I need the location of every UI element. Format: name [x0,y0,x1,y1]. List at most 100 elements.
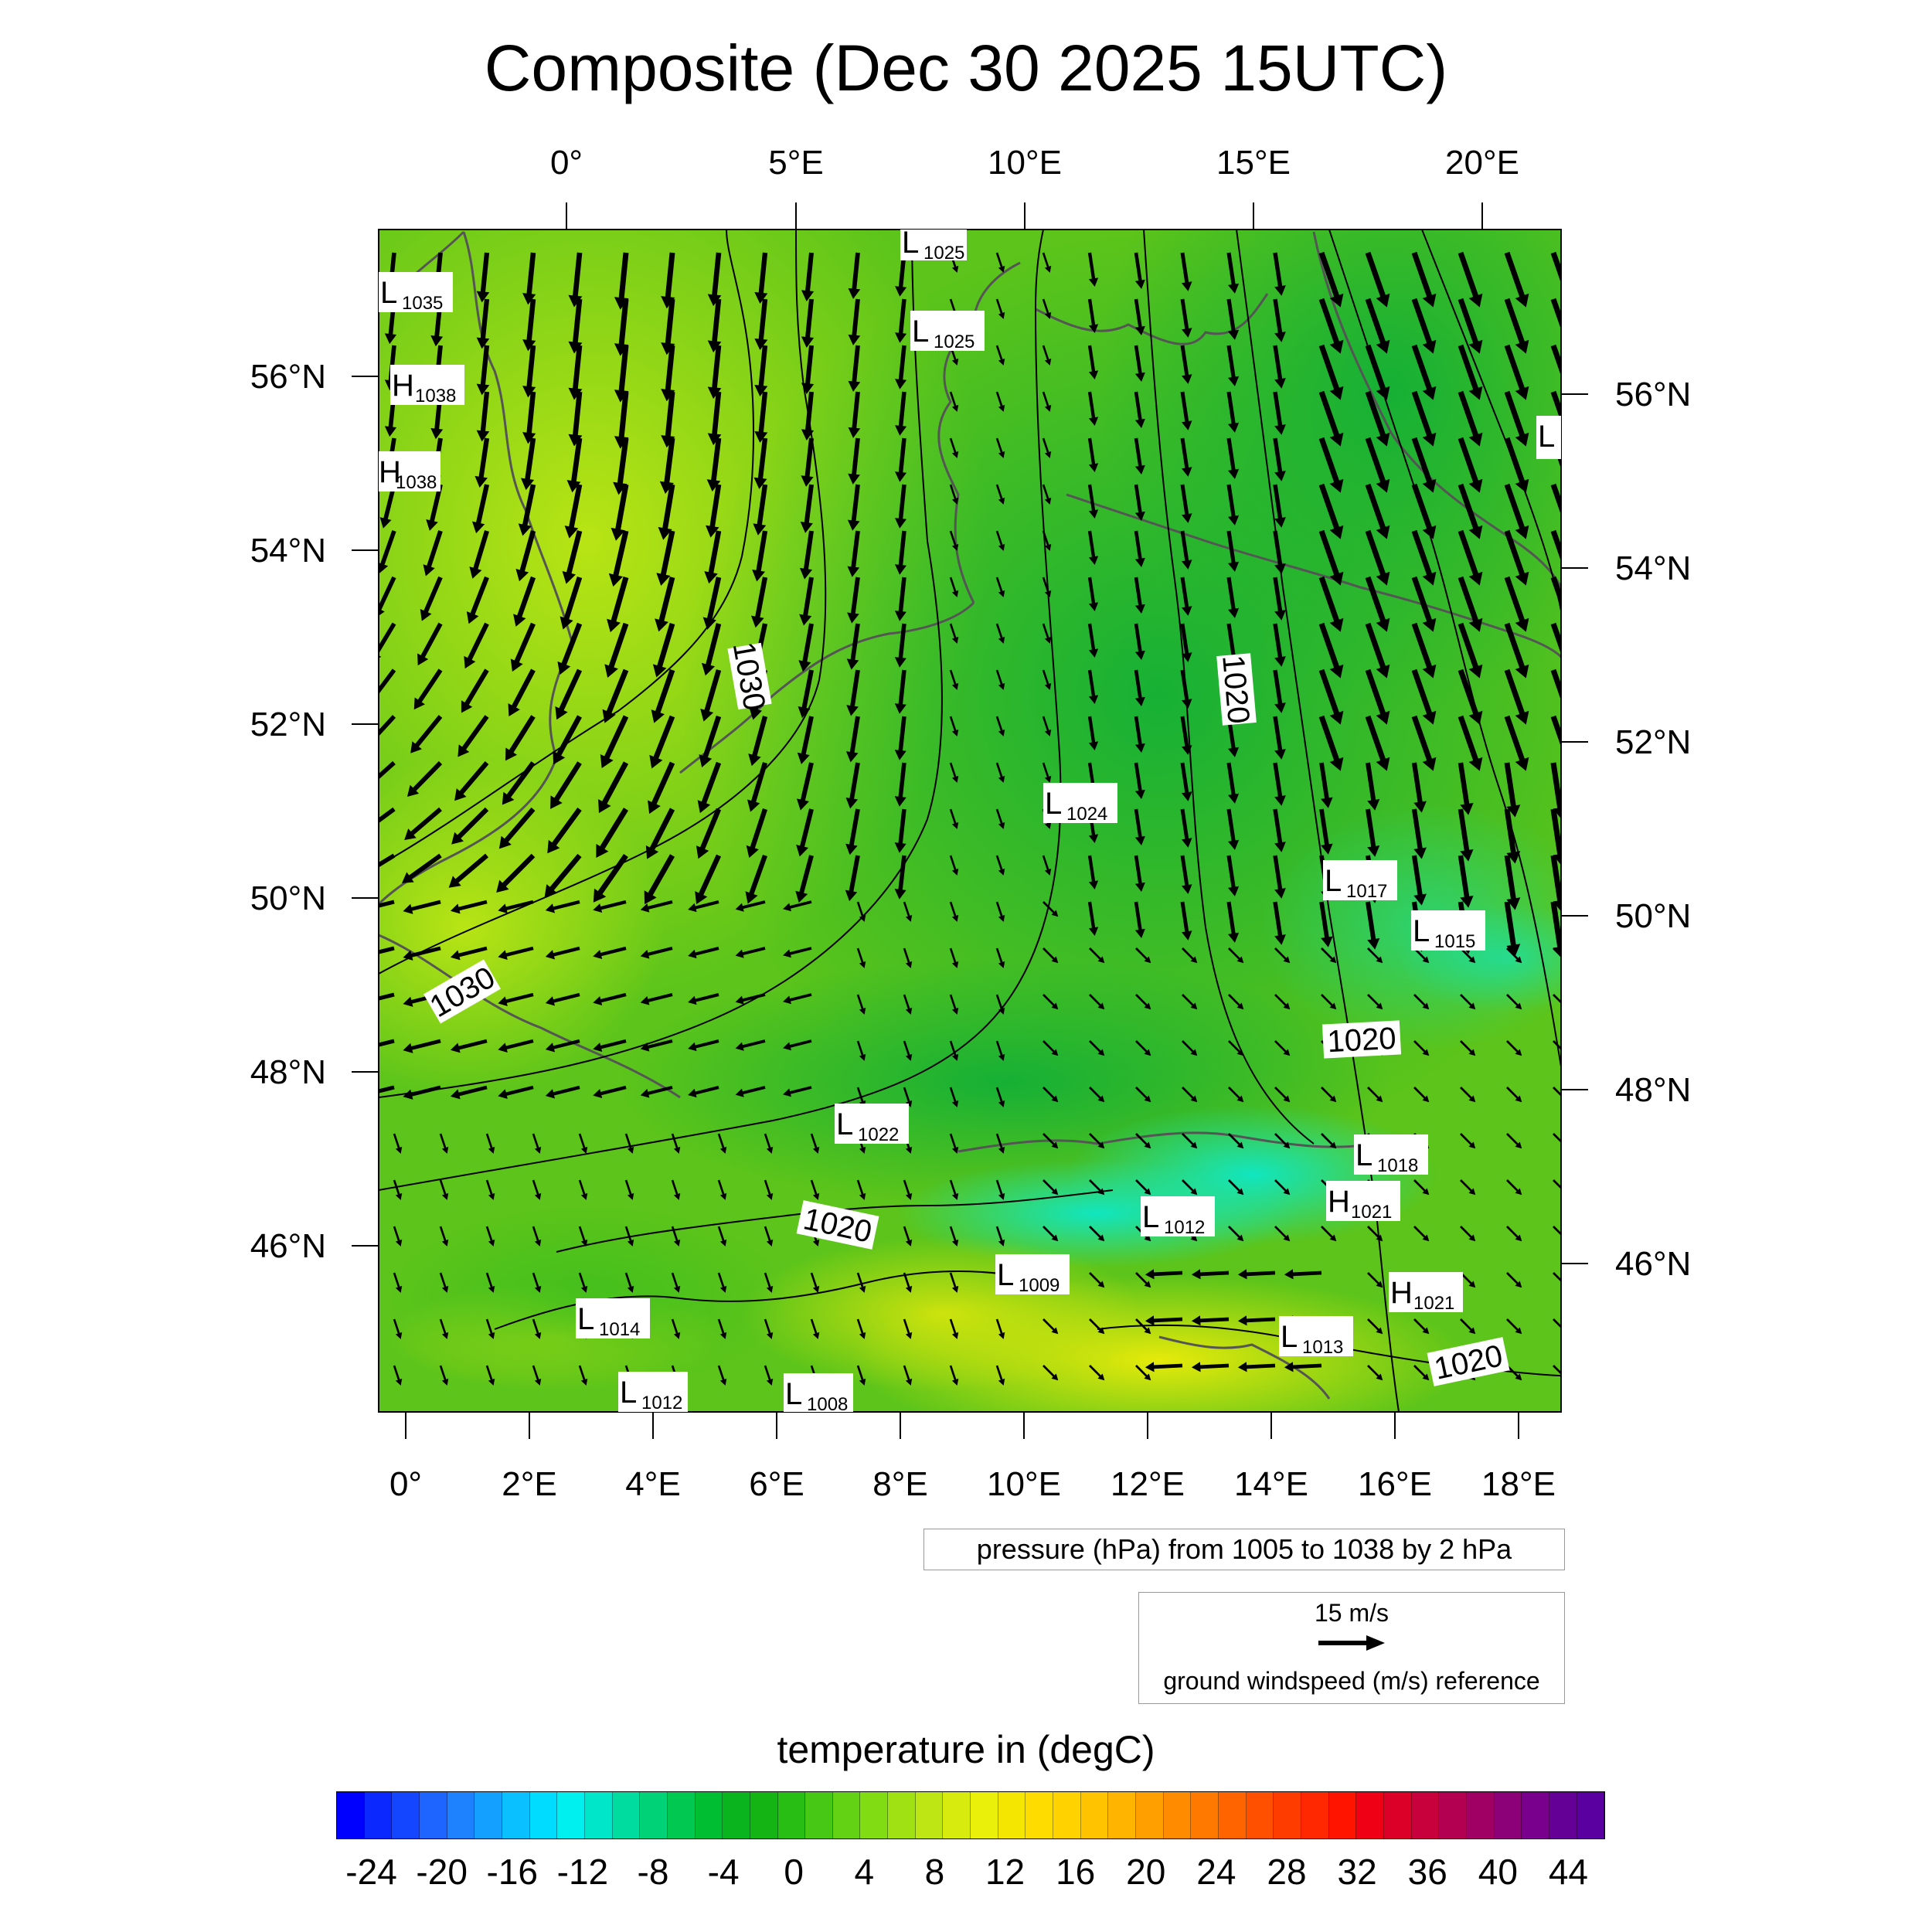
wind-vector-shaft [649,761,675,810]
wind-vector-head [627,1239,634,1247]
wind-vector-shaft [578,1133,586,1148]
wind-vector-head [1088,834,1099,844]
pressure-center-low: L [1536,416,1561,459]
wind-vector-shaft [485,1133,493,1148]
wind-vector-head [580,1239,588,1247]
wind-vector-shaft [1087,298,1096,328]
wind-vector-head [450,1043,461,1053]
colorbar-swatch [750,1792,778,1838]
wind-vector-head [1283,1188,1291,1196]
wind-vector-head [1329,571,1344,586]
wind-vector-head [403,1043,413,1053]
svg-text:L: L [380,276,397,310]
wind-vector-shaft [1182,1040,1194,1053]
wind-vector-head [998,404,1005,412]
wind-vector-shaft [1087,437,1096,467]
wind-vector-head [859,1146,866,1154]
wind-vector-head [1515,1373,1522,1381]
wind-vector-shaft [1135,947,1148,960]
wind-vector-head [1506,897,1521,910]
wind-vector-shaft [471,530,489,574]
colorbar-swatch [832,1792,861,1838]
svg-text:H: H [1328,1185,1350,1219]
svg-text:L: L [997,1258,1014,1292]
wind-vector-head [1376,1095,1383,1103]
wind-vector-shaft [903,947,910,963]
wind-vector-head [719,1285,727,1293]
wind-vector-shaft [701,715,722,763]
wind-vector-head [1321,797,1333,808]
wind-vector-head [355,997,366,1007]
wind-vector-shaft [764,1272,771,1287]
pressure-center-high: H 1021 [1326,1181,1400,1223]
wind-vector-head [998,868,1005,876]
wind-vector-shaft [1411,344,1434,396]
wind-vector-head [1422,956,1430,964]
wind-vector-head [951,265,959,273]
netherlands-coast [679,601,975,774]
wind-vector-shaft [1180,345,1189,379]
wind-vector-head [607,618,621,633]
wind-vector-head [719,1378,727,1386]
wind-vector-shaft [624,1179,632,1195]
wind-vector-shaft [1042,437,1049,453]
wind-vector-shaft [1413,994,1426,1006]
colorbar-tick-label: -24 [345,1852,397,1892]
wind-vector-head [1367,845,1380,857]
svg-text:1021: 1021 [1413,1293,1454,1314]
colorbar-swatch [1080,1792,1109,1838]
wind-vector-head [1376,1002,1383,1010]
svg-text:1012: 1012 [1164,1217,1205,1238]
wind-vector-shaft [804,484,814,528]
wind-vector-head [469,566,482,579]
wind-vector-shaft [565,530,583,579]
wind-vector-head [1051,1234,1059,1242]
wind-vector-head [699,754,713,767]
wind-vector-head [502,791,515,805]
wind-vector-head [1274,842,1286,852]
svg-text:1035: 1035 [402,293,443,314]
wind-vector-head [998,1378,1005,1386]
wind-vector-shaft [1504,808,1517,859]
wind-vector-shaft [1458,715,1481,767]
wind-vector-head [545,1089,556,1099]
wind-vector-head [998,451,1005,458]
wind-vector-shaft [764,1318,771,1334]
wind-vector-shaft [624,1226,632,1241]
wind-vector-shaft [418,622,443,662]
wind-vector-shaft [1274,1040,1287,1053]
wind-vector-head [1515,571,1529,586]
wind-vector-shaft [995,669,1003,685]
wind-vector-shaft [1460,1087,1472,1099]
wind-vector-shaft [439,1133,447,1148]
wind-vector-head [593,1043,603,1053]
wind-vector-shaft [657,577,675,627]
wind-reference-speed: 15 m/s [1314,1599,1389,1627]
wind-vector-head [1097,956,1105,964]
wind-vector-shaft [393,1272,400,1287]
wind-vector-shaft [804,437,814,481]
wind-vector-head [951,775,959,783]
wind-vector-shaft [995,855,1003,870]
wind-vector-head [441,1239,449,1247]
wind-vector-head [1468,339,1483,354]
wind-vector-shaft [798,855,814,898]
wind-vector-shaft [645,854,675,900]
wind-vector-head [1468,1234,1476,1242]
wind-vector-head [640,1088,650,1098]
colorbar-swatch [1549,1792,1577,1838]
wind-vector-head [1329,956,1337,964]
wind-vector-head [951,1007,959,1015]
wind-vector-head [1237,1362,1247,1372]
wind-vector-shaft [949,1226,957,1241]
wind-vector-head [534,1285,542,1293]
colorbar-swatch [915,1792,944,1838]
wind-vector-shaft [665,298,675,349]
wind-vector-head [847,566,860,577]
wind-vector-shaft [611,530,629,582]
wind-vector-shaft [949,391,957,406]
wind-vector-head [1422,1095,1430,1103]
wind-vector-head [847,519,860,531]
wind-vector-head [406,784,420,797]
svg-text:1022: 1022 [858,1124,899,1145]
